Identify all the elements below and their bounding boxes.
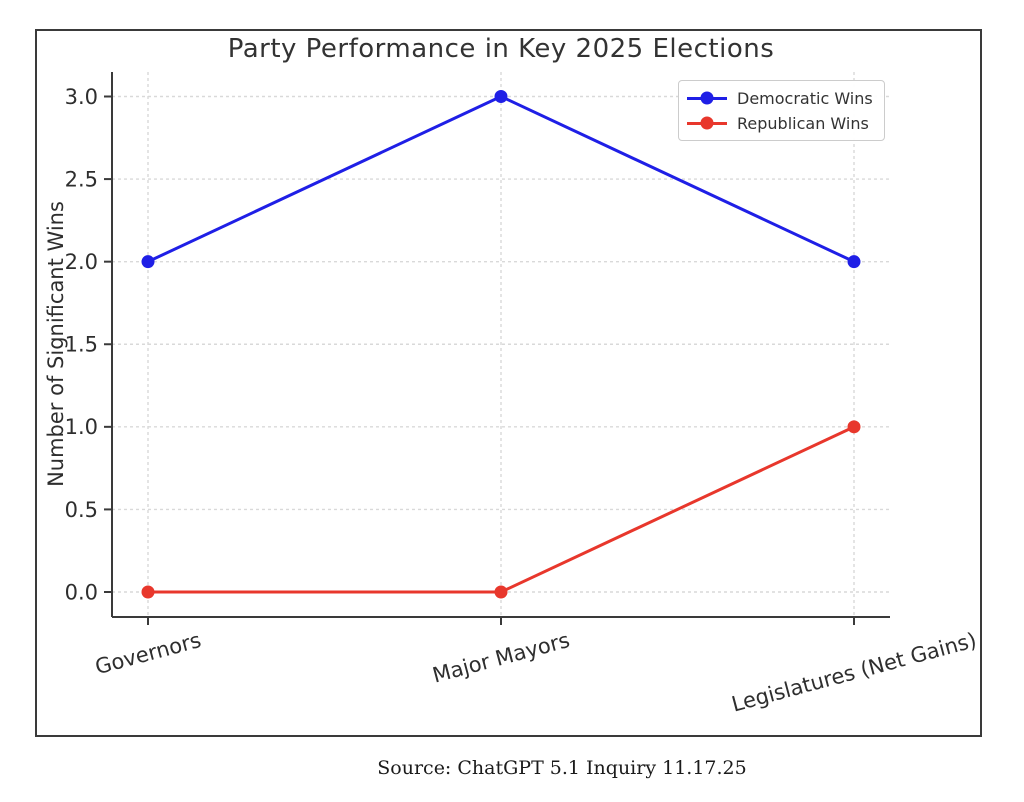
legend-line-swatch (687, 116, 727, 130)
data-point-democratic-wins (141, 255, 155, 269)
legend-marker-dot (700, 116, 714, 130)
y-tick-label: 0.5 (65, 498, 98, 522)
y-tick-label: 1.0 (65, 415, 98, 439)
x-tick-label: Major Mayors (430, 628, 572, 688)
x-tick-label: Legislatures (Net Gains) (729, 628, 979, 717)
y-tick-label: 2.5 (65, 167, 98, 191)
legend-item: Republican Wins (687, 113, 874, 133)
legend-item-label: Democratic Wins (737, 88, 873, 108)
y-tick-label: 2.0 (65, 250, 98, 274)
source-caption: Source: ChatGPT 5.1 Inquiry 11.17.25 (377, 757, 747, 779)
y-tick-label: 0.0 (65, 580, 98, 604)
data-point-democratic-wins (847, 255, 861, 269)
legend-item-label: Republican Wins (737, 113, 869, 133)
figure-frame (35, 29, 982, 737)
x-tick-label: Governors (93, 628, 204, 679)
data-point-republican-wins (847, 420, 861, 434)
data-point-republican-wins (141, 585, 155, 599)
chart-title: Party Performance in Key 2025 Elections (227, 34, 775, 64)
legend: Democratic Wins Republican Wins (678, 80, 885, 141)
legend-item: Democratic Wins (687, 88, 874, 108)
data-point-republican-wins (494, 585, 508, 599)
legend-line-swatch (687, 91, 727, 105)
legend-marker-dot (700, 91, 714, 105)
data-point-democratic-wins (494, 90, 508, 103)
y-tick-label: 1.5 (65, 333, 98, 357)
y-tick-label: 3.0 (65, 85, 98, 109)
